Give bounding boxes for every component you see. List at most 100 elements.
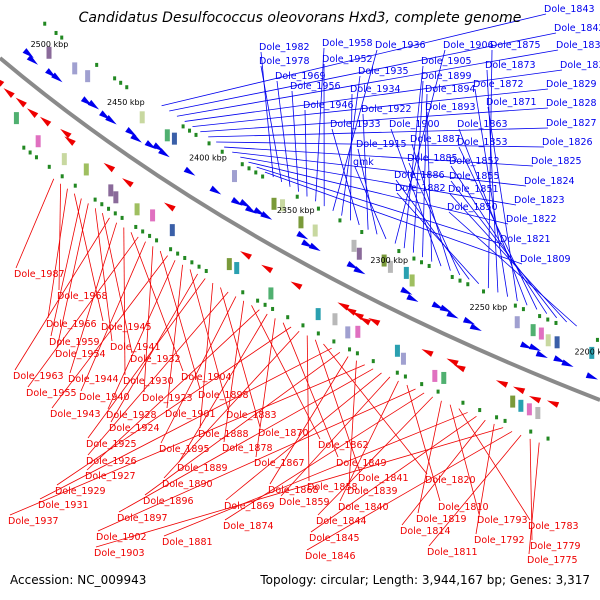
gene-label[interactable]: Dole_1826 — [542, 137, 593, 148]
gene-label[interactable]: Dole_1823 — [514, 195, 565, 206]
gene-label[interactable]: Dole_1843 — [544, 4, 595, 15]
gene-label[interactable]: Dole_1901 — [165, 409, 216, 420]
gene-label[interactable]: Dole_1819 — [416, 514, 467, 525]
gene-label[interactable]: Dole_1849 — [336, 458, 387, 469]
gene-label[interactable]: Dole_1793 — [477, 515, 528, 526]
gene-label[interactable]: Dole_1906 — [443, 40, 494, 51]
gene-label[interactable]: Dole_1871 — [486, 97, 537, 108]
gene-label[interactable]: Dole_1893 — [425, 102, 476, 113]
gene-label[interactable]: Dole_1941 — [110, 342, 161, 353]
gene-label[interactable]: Dole_1896 — [143, 496, 194, 507]
gene-label[interactable]: Dole_1943 — [50, 409, 101, 420]
gene-label[interactable]: Dole_1924 — [109, 423, 160, 434]
gene-label[interactable]: Dole_1775 — [527, 555, 578, 566]
gene-label[interactable]: Dole_1940 — [79, 392, 130, 403]
gene-label[interactable]: Dole_1932 — [130, 354, 181, 365]
gene-label[interactable]: Dole_1842 — [554, 23, 600, 34]
gene-label[interactable]: Dole_1944 — [68, 374, 119, 385]
gene-label[interactable]: Dole_1881 — [162, 537, 213, 548]
gene-label[interactable]: Dole_1825 — [531, 156, 582, 167]
gene-label[interactable]: Dole_1875 — [490, 40, 541, 51]
gene-label[interactable]: Dole_1872 — [473, 79, 524, 90]
gene-label[interactable]: Dole_1923 — [142, 393, 193, 404]
gene-label[interactable]: Dole_1933 — [330, 119, 381, 130]
gene-label[interactable]: Dole_1887 — [410, 134, 461, 145]
gene-label[interactable]: Dole_1945 — [101, 322, 152, 333]
gene-label[interactable]: Dole_1792 — [474, 535, 525, 546]
gene-label[interactable]: Dole_1835 — [556, 40, 600, 51]
gene-label[interactable]: Dole_1930 — [123, 376, 174, 387]
gene-label[interactable]: Dole_1937 — [8, 516, 59, 527]
gene-label[interactable]: Dole_1858 — [307, 482, 358, 493]
gene-label[interactable]: Dole_1852 — [449, 156, 500, 167]
gene-label[interactable]: Dole_1925 — [86, 439, 137, 450]
gene-label[interactable]: Dole_1922 — [361, 104, 412, 115]
gene-label[interactable]: Dole_1809 — [520, 254, 571, 265]
gene-label[interactable]: Dole_1830 — [560, 60, 600, 71]
gene-label[interactable]: Dole_1822 — [506, 214, 557, 225]
gene-label[interactable]: Dole_1894 — [425, 84, 476, 95]
gene-label[interactable]: Dole_1959 — [49, 337, 100, 348]
gene-label[interactable]: Dole_1966 — [46, 319, 97, 330]
gene-label[interactable]: Dole_1952 — [322, 54, 373, 65]
gene-label[interactable]: Dole_1915 — [356, 139, 407, 150]
gene-label[interactable]: Dole_1850 — [447, 202, 498, 213]
gene-label[interactable]: Dole_1814 — [400, 526, 451, 537]
gene-label[interactable]: Dole_1905 — [421, 56, 472, 67]
gene-label[interactable]: Dole_1840 — [338, 502, 389, 513]
gene-label[interactable]: Dole_1851 — [448, 184, 499, 195]
gene-label[interactable]: Dole_1888 — [198, 429, 249, 440]
gene-label[interactable]: Dole_1982 — [259, 42, 310, 53]
gene-label[interactable]: Dole_1868 — [268, 485, 319, 496]
gene-label[interactable]: Dole_1841 — [358, 473, 409, 484]
gene-label[interactable]: Dole_1934 — [350, 84, 401, 95]
gene-label[interactable]: Dole_1859 — [279, 497, 330, 508]
gene-label[interactable]: Dole_1824 — [524, 176, 575, 187]
gene-label[interactable]: Dole_1890 — [162, 479, 213, 490]
gene-label[interactable]: Dole_1839 — [347, 486, 398, 497]
gene-label[interactable]: Dole_1820 — [425, 475, 476, 486]
gene-label[interactable]: Dole_1898 — [198, 390, 249, 401]
gene-label[interactable]: Dole_1844 — [316, 516, 367, 527]
gene-label[interactable]: Dole_1958 — [322, 38, 373, 49]
gene-label[interactable]: Dole_1810 — [438, 502, 489, 513]
gene-label[interactable]: Dole_1845 — [309, 533, 360, 544]
gene-label[interactable]: Dole_1969 — [275, 71, 326, 82]
gene-label[interactable]: Dole_1811 — [427, 547, 478, 558]
gene-label[interactable]: Dole_1885 — [407, 153, 458, 164]
gene-label[interactable]: Dole_1963 — [13, 371, 64, 382]
gene-label[interactable]: Dole_1867 — [254, 458, 305, 469]
gene-label[interactable]: gmk — [353, 157, 374, 168]
gene-label[interactable]: Dole_1900 — [389, 119, 440, 130]
gene-label[interactable]: Dole_1931 — [38, 500, 89, 511]
gene-label[interactable]: Dole_1821 — [500, 234, 551, 245]
gene-label[interactable]: Dole_1987 — [14, 269, 65, 280]
gene-label[interactable]: Dole_1869 — [224, 501, 275, 512]
gene-label[interactable]: Dole_1878 — [222, 443, 273, 454]
gene-label[interactable]: Dole_1855 — [449, 171, 500, 182]
gene-label[interactable]: Dole_1874 — [223, 521, 274, 532]
gene-label[interactable]: Dole_1978 — [259, 56, 310, 67]
gene-label[interactable]: Dole_1926 — [86, 456, 137, 467]
gene-label[interactable]: Dole_1883 — [226, 410, 277, 421]
gene-label[interactable]: Dole_1863 — [457, 119, 508, 130]
gene-label[interactable]: Dole_1889 — [177, 463, 228, 474]
gene-label[interactable]: Dole_1929 — [55, 486, 106, 497]
gene-label[interactable]: Dole_1783 — [528, 521, 579, 532]
gene-label[interactable]: Dole_1954 — [55, 349, 106, 360]
gene-label[interactable]: Dole_1873 — [485, 60, 536, 71]
gene-label[interactable]: Dole_1882 — [395, 183, 446, 194]
gene-label[interactable]: Dole_1853 — [457, 137, 508, 148]
gene-label[interactable]: Dole_1927 — [85, 471, 136, 482]
gene-label[interactable]: Dole_1902 — [96, 532, 147, 543]
gene-label[interactable]: Dole_1870 — [258, 428, 309, 439]
gene-label[interactable]: Dole_1895 — [159, 444, 210, 455]
gene-label[interactable]: Dole_1899 — [421, 71, 472, 82]
gene-label[interactable]: Dole_1946 — [303, 100, 354, 111]
gene-label[interactable]: Dole_1968 — [57, 291, 108, 302]
gene-label[interactable]: Dole_1829 — [546, 79, 597, 90]
gene-label[interactable]: Dole_1935 — [358, 66, 409, 77]
gene-label[interactable]: Dole_1828 — [546, 98, 597, 109]
gene-label[interactable]: Dole_1956 — [290, 81, 341, 92]
gene-label[interactable]: Dole_1897 — [117, 513, 168, 524]
